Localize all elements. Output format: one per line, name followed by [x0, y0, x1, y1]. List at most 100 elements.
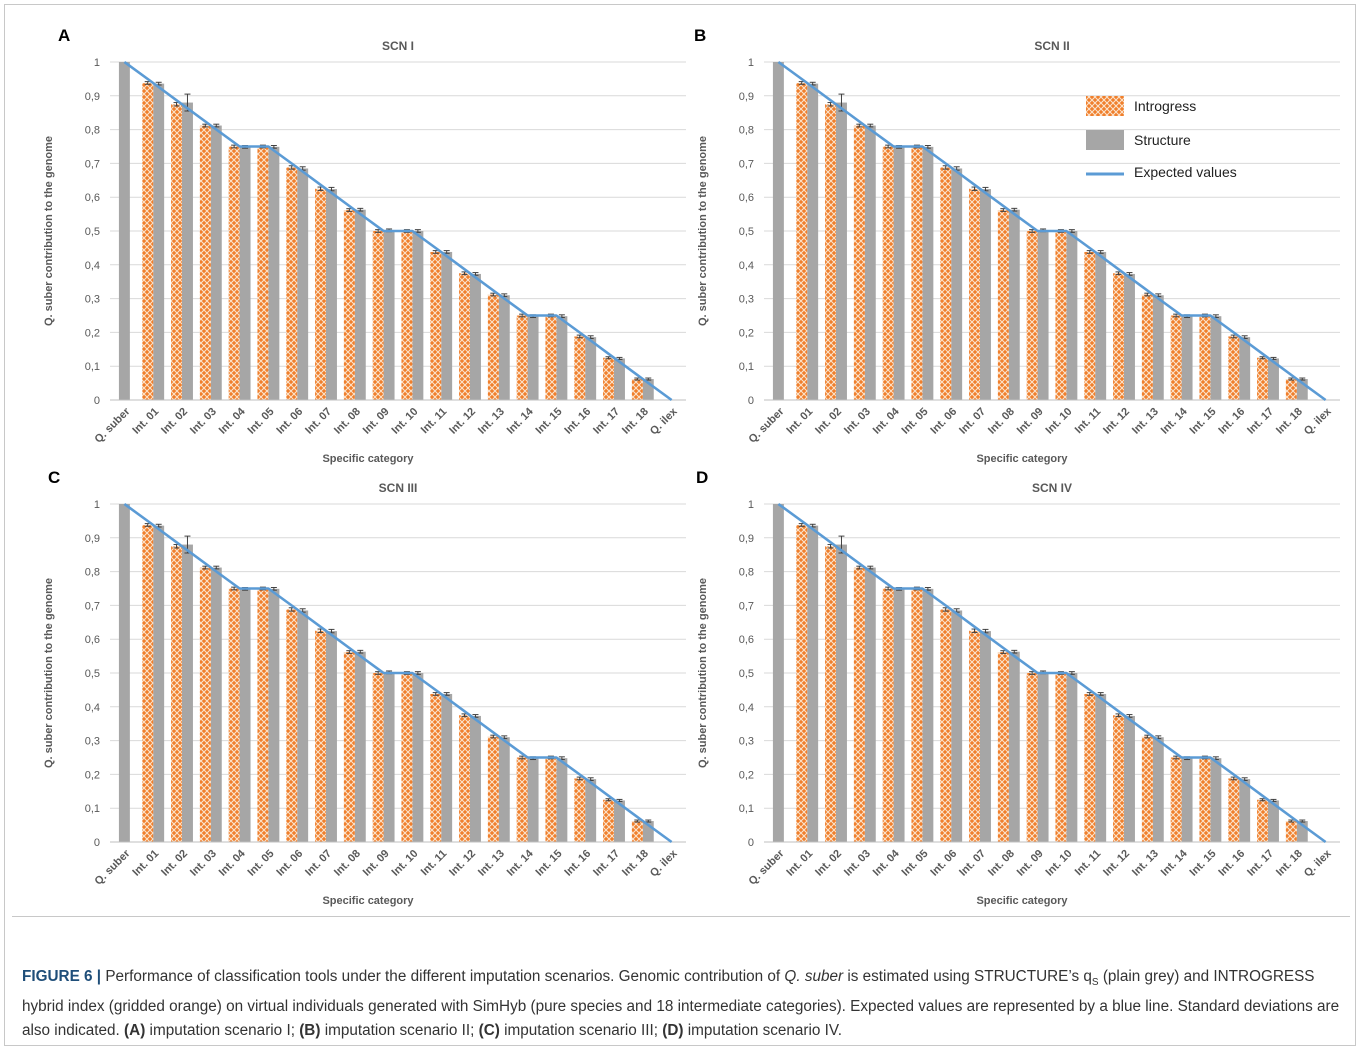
y-tick-label: 0,7 [85, 158, 100, 170]
structure-bar [527, 316, 539, 400]
x-tick-label: Int. 04 [871, 405, 903, 437]
caption-c-text: imputation scenario III; [499, 1022, 663, 1040]
introgress-bar [969, 188, 980, 400]
introgress-bar [1084, 251, 1096, 400]
structure-bar [1239, 337, 1251, 400]
x-tick-label: Int. 01 [130, 848, 161, 879]
x-tick-label: Int. 16 [1216, 848, 1247, 879]
structure-bar [556, 316, 568, 400]
caption-d-text: imputation scenario IV. [683, 1022, 842, 1040]
structure-bar [527, 758, 539, 842]
structure-bar [1124, 273, 1135, 400]
x-tick-label: Int. 03 [842, 406, 873, 437]
introgress-bar [545, 757, 557, 842]
x-tick-label: Int. 14 [1159, 847, 1191, 879]
x-tick-label: Int. 09 [361, 848, 392, 879]
introgress-bar [825, 546, 836, 842]
x-tick-label: Q. suber [92, 405, 133, 446]
introgress-bar [1257, 357, 1268, 400]
caption-subscript: S [1091, 977, 1099, 989]
structure-bar [1268, 358, 1279, 400]
structure-bar [326, 189, 337, 400]
x-tick-label: Int. 10 [390, 848, 421, 879]
y-tick-label: 0,1 [85, 361, 100, 373]
y-tick-label: 0,8 [85, 567, 100, 579]
x-axis-label: Specific category [976, 453, 1068, 465]
caption-a-text: imputation scenario I; [145, 1022, 300, 1040]
expected-values-line [123, 60, 673, 402]
legend-structure-swatch [1086, 130, 1124, 150]
introgress-bar [516, 757, 528, 842]
x-tick-label: Int. 13 [476, 406, 507, 437]
y-tick-label: 0,2 [739, 327, 754, 339]
introgress-bar [1257, 799, 1268, 842]
introgress-bar [199, 125, 211, 400]
panel-letter-a: A [58, 26, 71, 45]
introgress-bar [487, 294, 499, 400]
introgress-bar [911, 588, 923, 842]
y-axis-label: Q. suber contribution to the genome [43, 136, 55, 326]
structure-bar [1066, 231, 1078, 400]
introgress-bar [286, 167, 298, 400]
x-tick-label: Int. 05 [246, 406, 277, 437]
x-tick-label: Int. 05 [900, 848, 931, 879]
structure-bar [922, 146, 934, 400]
structure-bar [153, 83, 165, 400]
y-tick-label: 0,6 [85, 192, 100, 204]
y-tick-label: 0,3 [739, 736, 754, 748]
caption-text-2: is estimated using [843, 968, 975, 985]
x-tick-label: Int. 02 [159, 848, 190, 879]
y-axis-label: Q. suber contribution to the genome [43, 578, 55, 768]
x-tick-label: Int. 12 [447, 848, 478, 879]
introgress-bar [315, 630, 326, 842]
x-tick-label: Int. 10 [390, 406, 421, 437]
structure-bar [1268, 800, 1279, 842]
introgress-bar [545, 315, 557, 400]
structure-bar [441, 693, 453, 842]
figure-caption: FIGURE 6 | Performance of classification… [22, 965, 1342, 1043]
introgress-bar [228, 588, 240, 842]
y-axis-label: Q. suber contribution to the genome [697, 578, 709, 768]
x-tick-label: Int. 07 [957, 406, 988, 437]
x-tick-label: Int. 14 [505, 405, 537, 437]
structure-bar [1152, 737, 1164, 842]
legend-structure-label: Structure [1134, 132, 1191, 148]
x-tick-label: Int. 11 [419, 848, 450, 879]
y-tick-label: 0 [94, 395, 100, 407]
x-tick-label: Int. 02 [159, 406, 190, 437]
chart-a: SCN I 0 0,1 0,2 0,3 0,4 0,5 0,6 0,7 0,8 0,9 1 Q. sub… [43, 39, 686, 465]
x-tick-label: Int. 01 [784, 406, 815, 437]
introgress-bar [853, 125, 865, 400]
x-axis-label: Specific category [976, 895, 1068, 907]
caption-text-4: (plain grey) and [1098, 968, 1214, 985]
chart-title: SCN II [1034, 39, 1069, 53]
caption-divider [12, 916, 1350, 917]
introgress-bar [286, 609, 298, 842]
x-tick-label: Int. 11 [419, 406, 450, 437]
x-tick-label: Int. 16 [1216, 406, 1247, 437]
caption-b-text: imputation scenario II; [320, 1022, 479, 1040]
structure-bar [864, 567, 876, 842]
introgress-bar [1113, 715, 1124, 842]
panel-a: A SCN I 0 0,1 0,2 0,3 0,4 0,5 0,6 0,7 0,8 0,9 1 Q. s… [36, 26, 686, 484]
expected-values-line [777, 502, 1327, 844]
structure-bar [383, 672, 395, 842]
x-tick-label: Int. 10 [1044, 406, 1075, 437]
structure-bar [922, 588, 934, 842]
introgress-bar [631, 821, 643, 842]
x-tick-label: Int. 01 [130, 406, 161, 437]
structure-bar [239, 146, 251, 400]
structure-bar [772, 504, 784, 842]
caption-b-label: (B) [299, 1022, 321, 1040]
legend-introgress-label: Introgress [1134, 98, 1196, 114]
x-tick-label: Int. 17 [1245, 848, 1276, 879]
structure-bar [412, 673, 424, 842]
introgress-bar [574, 778, 586, 842]
introgress-bar [401, 231, 413, 400]
introgress-bar [372, 231, 384, 400]
y-tick-label: 0,4 [85, 702, 100, 714]
structure-bar [470, 273, 481, 400]
y-tick-label: 0,3 [85, 736, 100, 748]
x-tick-label: Int. 15 [1188, 848, 1219, 879]
y-tick-label: 0,5 [85, 226, 100, 238]
